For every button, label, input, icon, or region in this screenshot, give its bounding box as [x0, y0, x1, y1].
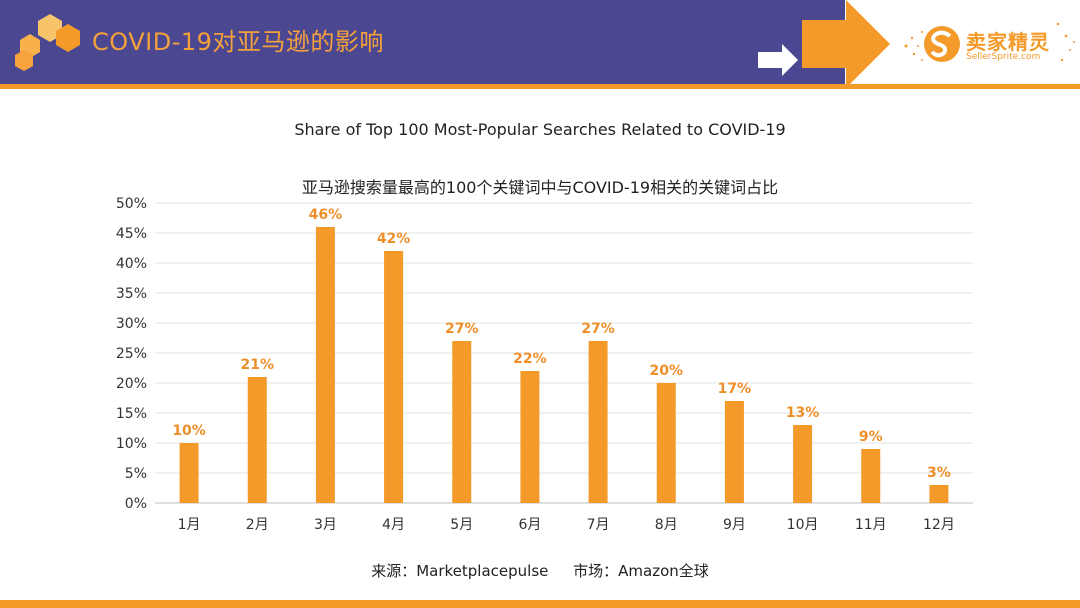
data-label: 3%	[927, 465, 951, 481]
data-label: 27%	[445, 321, 479, 337]
bar	[384, 251, 404, 503]
data-label: 10%	[172, 423, 206, 439]
x-tick-label: 1月	[178, 517, 201, 533]
chart-title: Share of Top 100 Most-Popular Searches R…	[294, 120, 786, 139]
x-tick-label: 6月	[518, 517, 541, 533]
header-band	[0, 0, 845, 84]
bar	[793, 425, 813, 503]
bar	[315, 227, 335, 503]
y-tick-label: 0%	[125, 496, 147, 512]
x-tick-label: 11月	[855, 517, 887, 533]
bar	[861, 449, 881, 503]
y-tick-label: 35%	[116, 286, 147, 302]
data-label: 42%	[377, 231, 411, 247]
data-label: 22%	[513, 351, 547, 367]
data-label: 21%	[240, 357, 274, 373]
x-tick-label: 3月	[314, 517, 337, 533]
y-tick-label: 10%	[116, 436, 147, 452]
bar	[724, 401, 744, 503]
page-title: COVID-19对亚马逊的影响	[92, 28, 384, 56]
x-tick-label: 4月	[382, 517, 405, 533]
market-text: 市场：Amazon全球	[573, 562, 709, 580]
bar	[179, 443, 199, 503]
x-tick-label: 10月	[787, 517, 819, 533]
header-divider	[0, 84, 1080, 89]
chart-subtitle: 亚马逊搜索量最高的100个关键词中与COVID-19相关的关键词占比	[301, 178, 779, 197]
logo-text: 卖家精灵	[966, 30, 1050, 54]
data-label: 46%	[309, 207, 343, 223]
slide-header: COVID-19对亚马逊的影响 卖家精灵 SellerSprite.com	[0, 0, 1080, 89]
source-line: 来源：Marketplacepulse 市场：Amazon全球	[0, 560, 1080, 581]
y-tick-label: 25%	[116, 346, 147, 362]
bar	[929, 485, 949, 503]
y-tick-label: 30%	[116, 316, 147, 332]
x-tick-label: 9月	[723, 517, 746, 533]
y-tick-label: 5%	[125, 466, 147, 482]
data-label: 9%	[859, 429, 883, 445]
bar	[656, 383, 676, 503]
source-text: 来源：Marketplacepulse	[371, 562, 549, 580]
bar	[247, 377, 267, 503]
x-tick-label: 12月	[923, 517, 955, 533]
logo-subtext: SellerSprite.com	[966, 52, 1041, 62]
y-tick-label: 20%	[116, 376, 147, 392]
hexagon-cluster-icon	[15, 14, 80, 71]
data-label: 17%	[718, 381, 752, 397]
sellersprite-logo-icon	[904, 22, 1075, 62]
bar	[588, 341, 608, 503]
y-tick-label: 15%	[116, 406, 147, 422]
data-label: 13%	[786, 405, 820, 421]
footer-divider	[0, 600, 1080, 608]
x-tick-label: 2月	[246, 517, 269, 533]
bar	[452, 341, 472, 503]
data-label: 27%	[581, 321, 615, 337]
y-tick-label: 40%	[116, 256, 147, 272]
x-tick-label: 5月	[450, 517, 473, 533]
x-tick-label: 7月	[587, 517, 610, 533]
bar	[520, 371, 540, 503]
data-label: 20%	[649, 363, 683, 379]
y-tick-label: 50%	[116, 196, 147, 212]
x-tick-label: 8月	[655, 517, 678, 533]
y-tick-label: 45%	[116, 226, 147, 242]
arrow-right-icon	[758, 0, 890, 88]
